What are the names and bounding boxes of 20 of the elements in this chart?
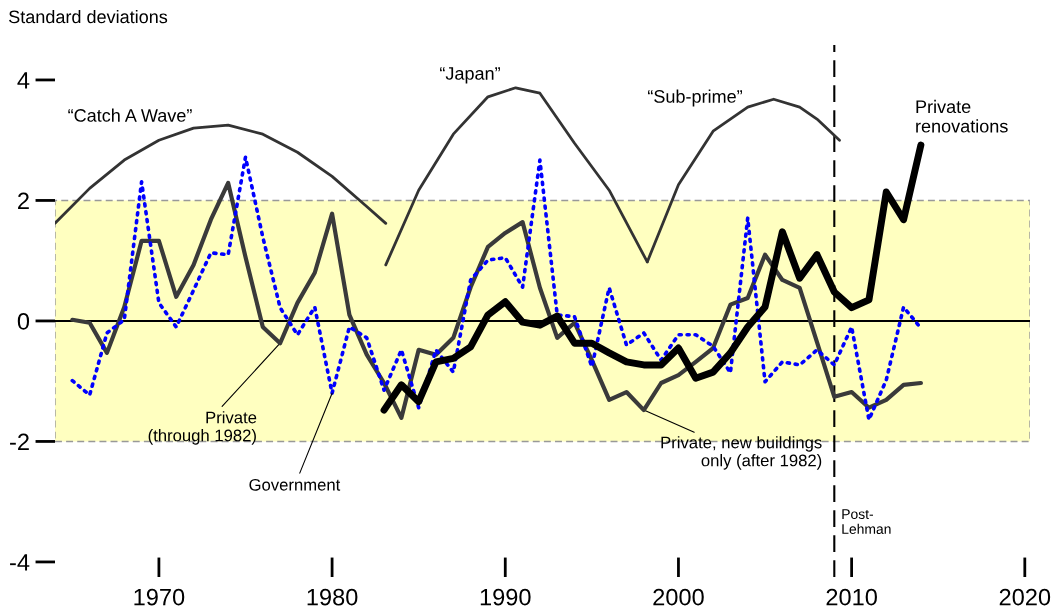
y-tick-label: 0 bbox=[17, 313, 30, 330]
y-axis-title: Standard deviations bbox=[9, 9, 168, 24]
x-tick-label: 2010 bbox=[826, 588, 877, 606]
ref-line-label: Post- Lehman bbox=[842, 509, 891, 534]
y-tick-label: 4 bbox=[17, 72, 30, 89]
x-tick-label: 2000 bbox=[653, 588, 704, 606]
annotation: Private, new buildings only (after 1982) bbox=[661, 436, 822, 470]
y-tick-label: 2 bbox=[18, 192, 29, 209]
annotation: Private (through 1982) bbox=[148, 411, 257, 445]
x-tick-label: 1990 bbox=[480, 588, 531, 606]
y-tick-label: -4 bbox=[10, 554, 30, 571]
series-label: Private renovations bbox=[916, 99, 1008, 133]
x-tick-label: 2020 bbox=[999, 588, 1051, 606]
y-tick-label: -2 bbox=[10, 433, 29, 450]
series-label: “Japan” bbox=[440, 67, 500, 84]
x-tick-label: 1980 bbox=[307, 588, 358, 606]
series-label: “Sub-prime” bbox=[648, 89, 742, 107]
series-label: “Catch A Wave” bbox=[68, 108, 192, 122]
x-tick-label: 1970 bbox=[134, 588, 185, 606]
text: Government bbox=[249, 478, 341, 491]
